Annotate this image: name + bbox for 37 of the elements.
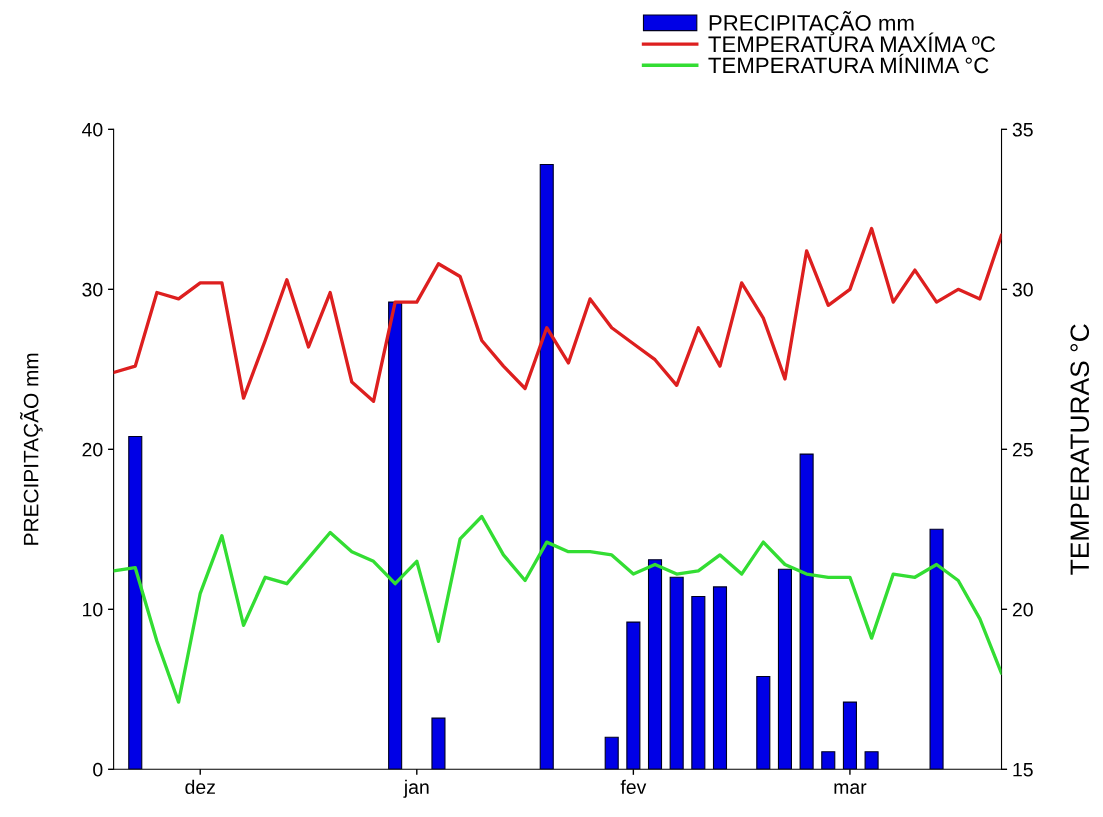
y-tick-label: 30	[82, 282, 103, 297]
y-tick-label: 0	[93, 762, 103, 777]
y-axis-title: PRECIPITAÇÃO mm	[19, 353, 43, 545]
bar	[929, 528, 944, 770]
y2-tick-label: 20	[1012, 602, 1033, 617]
bar	[799, 453, 814, 770]
y2-axis-title: TEMPERATURAS °C	[1070, 324, 1090, 575]
bar	[128, 435, 143, 770]
y2-tick-label: 35	[1012, 122, 1033, 137]
line-series	[113, 514, 1002, 704]
y2-tick-label: 15	[1013, 762, 1033, 777]
bar	[669, 576, 684, 770]
bar	[777, 568, 793, 770]
bar	[626, 621, 641, 770]
bar	[431, 717, 446, 770]
bar	[712, 586, 728, 770]
bar	[864, 751, 879, 770]
x-tick-label: mar	[834, 783, 867, 794]
legend-label: PRECIPITAÇÃO mm	[709, 11, 914, 36]
bar	[821, 751, 836, 770]
bar	[756, 675, 771, 770]
bar	[691, 595, 706, 770]
bar	[842, 701, 857, 770]
x-tick-label: dez	[185, 779, 215, 794]
y-tick-label: 40	[82, 122, 103, 137]
bar	[388, 301, 403, 770]
x-tick-label: jan	[403, 779, 429, 798]
y2-tick-label: 30	[1012, 282, 1033, 297]
y2-tick-label: 25	[1012, 442, 1033, 457]
y-tick-label: 10	[83, 602, 103, 617]
bar	[647, 559, 663, 770]
line-series	[113, 226, 1002, 403]
bar	[539, 163, 554, 770]
bar	[604, 736, 619, 770]
legend-label: TEMPERATURA MÍNIMA °C	[708, 53, 989, 74]
y-tick-label: 20	[82, 442, 103, 457]
x-tick-label: fev	[620, 779, 647, 794]
